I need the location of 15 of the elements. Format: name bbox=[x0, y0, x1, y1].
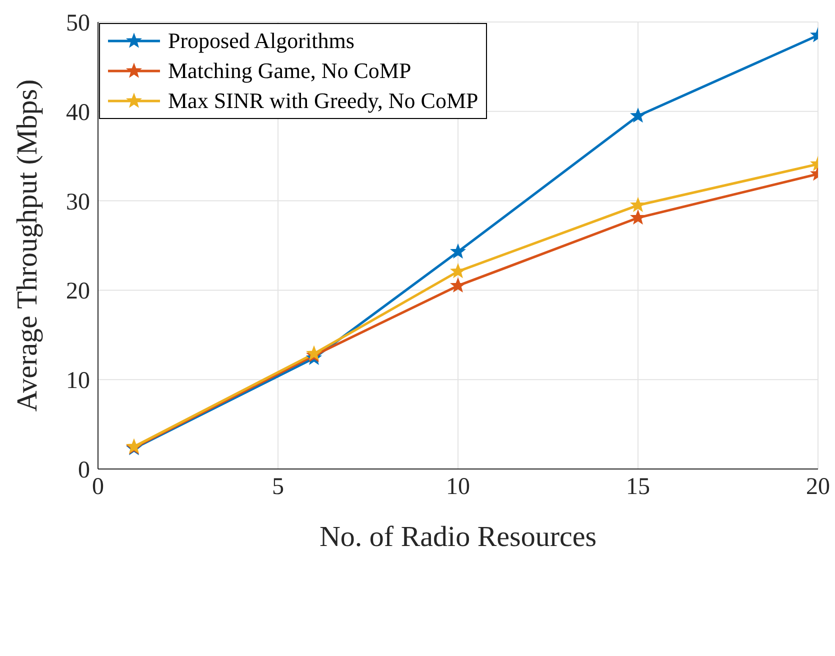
x-tick-label: 10 bbox=[446, 474, 470, 500]
y-tick-label: 40 bbox=[66, 100, 90, 126]
y-tick-label: 0 bbox=[78, 458, 90, 484]
y-tick-label: 50 bbox=[66, 10, 90, 37]
y-tick-label: 30 bbox=[66, 189, 90, 216]
legend-label: Matching Game, No CoMP bbox=[168, 58, 412, 84]
x-tick-label: 5 bbox=[272, 474, 284, 500]
y-tick-label: 20 bbox=[66, 278, 90, 305]
y-tick-label: 10 bbox=[66, 368, 90, 394]
x-tick-label: 20 bbox=[806, 474, 830, 500]
legend-label: Proposed Algorithms bbox=[168, 28, 354, 54]
legend-label: Max SINR with Greedy, No CoMP bbox=[168, 88, 478, 114]
x-axis-title: No. of Radio Resources bbox=[319, 521, 597, 553]
y-axis-title: Average Throughput (Mbps) bbox=[12, 79, 44, 412]
x-tick-label: 15 bbox=[626, 474, 650, 500]
